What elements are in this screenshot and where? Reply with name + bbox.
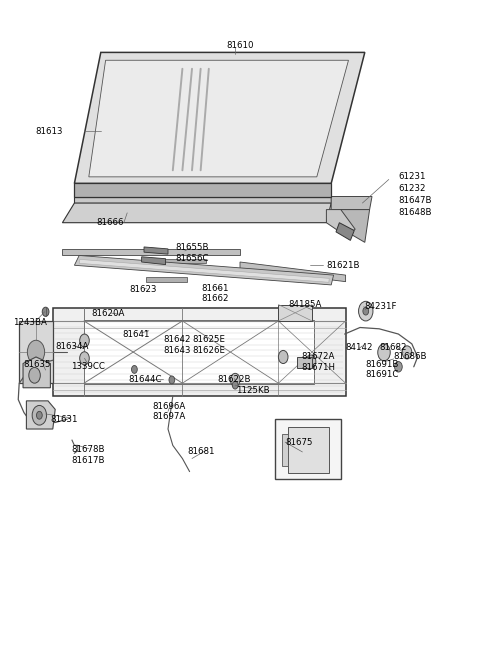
Text: 81672A: 81672A bbox=[301, 352, 335, 362]
Circle shape bbox=[42, 307, 49, 316]
Text: 81655B: 81655B bbox=[175, 243, 209, 252]
Text: 81626E: 81626E bbox=[192, 346, 225, 355]
Circle shape bbox=[378, 344, 390, 361]
Text: 81641: 81641 bbox=[122, 329, 150, 339]
Text: 61231: 61231 bbox=[398, 172, 426, 181]
Text: 61232: 61232 bbox=[398, 184, 426, 193]
Text: 81691C: 81691C bbox=[366, 370, 399, 379]
Text: 1243BA: 1243BA bbox=[13, 318, 48, 327]
Text: 84185A: 84185A bbox=[288, 300, 322, 309]
Circle shape bbox=[29, 367, 40, 383]
Text: 1339CC: 1339CC bbox=[71, 362, 105, 371]
Polygon shape bbox=[26, 401, 55, 429]
Circle shape bbox=[80, 334, 89, 347]
Polygon shape bbox=[288, 427, 329, 473]
Text: 81671H: 81671H bbox=[301, 363, 336, 372]
Text: 81620A: 81620A bbox=[91, 309, 125, 318]
Polygon shape bbox=[74, 196, 331, 203]
Polygon shape bbox=[282, 434, 288, 466]
Circle shape bbox=[230, 373, 240, 386]
Polygon shape bbox=[297, 357, 312, 368]
Text: 81662: 81662 bbox=[202, 294, 229, 303]
Polygon shape bbox=[74, 183, 331, 196]
Polygon shape bbox=[240, 262, 346, 282]
Text: 81666: 81666 bbox=[96, 218, 124, 227]
Circle shape bbox=[232, 381, 238, 389]
Text: 84142: 84142 bbox=[346, 343, 373, 352]
Polygon shape bbox=[62, 203, 331, 223]
Text: 81648B: 81648B bbox=[398, 208, 432, 217]
Text: 81643: 81643 bbox=[163, 346, 191, 355]
Circle shape bbox=[32, 405, 47, 425]
Text: 81647B: 81647B bbox=[398, 196, 432, 205]
Text: 81696A: 81696A bbox=[153, 402, 186, 411]
Polygon shape bbox=[89, 60, 348, 177]
Text: 81642: 81642 bbox=[163, 335, 191, 345]
Circle shape bbox=[278, 350, 288, 364]
Text: 81634A: 81634A bbox=[55, 342, 89, 351]
Circle shape bbox=[169, 376, 175, 384]
Polygon shape bbox=[74, 52, 365, 183]
Circle shape bbox=[402, 346, 412, 359]
Polygon shape bbox=[142, 257, 166, 265]
Polygon shape bbox=[278, 305, 312, 321]
Text: 81631: 81631 bbox=[50, 415, 78, 424]
Polygon shape bbox=[84, 320, 314, 384]
Polygon shape bbox=[275, 419, 341, 479]
Text: 81621B: 81621B bbox=[326, 261, 360, 270]
Text: 81623: 81623 bbox=[130, 285, 157, 294]
Circle shape bbox=[80, 352, 89, 365]
Circle shape bbox=[27, 341, 45, 364]
Text: 81691B: 81691B bbox=[366, 360, 399, 369]
Circle shape bbox=[359, 301, 373, 321]
Polygon shape bbox=[331, 210, 370, 242]
Text: 81613: 81613 bbox=[35, 126, 62, 136]
Text: 81610: 81610 bbox=[226, 41, 254, 50]
Text: 81656C: 81656C bbox=[175, 253, 209, 263]
Text: 81678B: 81678B bbox=[71, 445, 105, 455]
Polygon shape bbox=[23, 357, 50, 388]
Text: 81682: 81682 bbox=[379, 343, 407, 352]
Text: 81697A: 81697A bbox=[153, 412, 186, 421]
Polygon shape bbox=[74, 255, 334, 285]
Circle shape bbox=[363, 307, 369, 315]
Polygon shape bbox=[326, 210, 355, 236]
Polygon shape bbox=[336, 223, 354, 240]
Text: 81661: 81661 bbox=[202, 284, 229, 293]
Text: 81622B: 81622B bbox=[217, 375, 251, 384]
Polygon shape bbox=[53, 308, 346, 396]
Text: 81644C: 81644C bbox=[129, 375, 162, 384]
Circle shape bbox=[132, 365, 137, 373]
Polygon shape bbox=[146, 259, 206, 263]
Text: 81635: 81635 bbox=[23, 360, 50, 369]
Polygon shape bbox=[79, 259, 329, 282]
Text: 81681: 81681 bbox=[187, 447, 215, 457]
Text: 1125KB: 1125KB bbox=[236, 386, 270, 395]
Circle shape bbox=[36, 411, 42, 419]
Polygon shape bbox=[19, 321, 53, 383]
Text: 81617B: 81617B bbox=[71, 456, 105, 465]
Circle shape bbox=[395, 362, 402, 372]
Polygon shape bbox=[144, 247, 168, 254]
Circle shape bbox=[306, 355, 316, 368]
Text: 81675: 81675 bbox=[286, 438, 313, 447]
Polygon shape bbox=[146, 277, 187, 282]
Text: 81625E: 81625E bbox=[192, 335, 225, 345]
Polygon shape bbox=[62, 249, 240, 255]
Polygon shape bbox=[331, 196, 372, 210]
Text: 84231F: 84231F bbox=[365, 302, 397, 311]
Text: 81686B: 81686B bbox=[394, 352, 427, 362]
